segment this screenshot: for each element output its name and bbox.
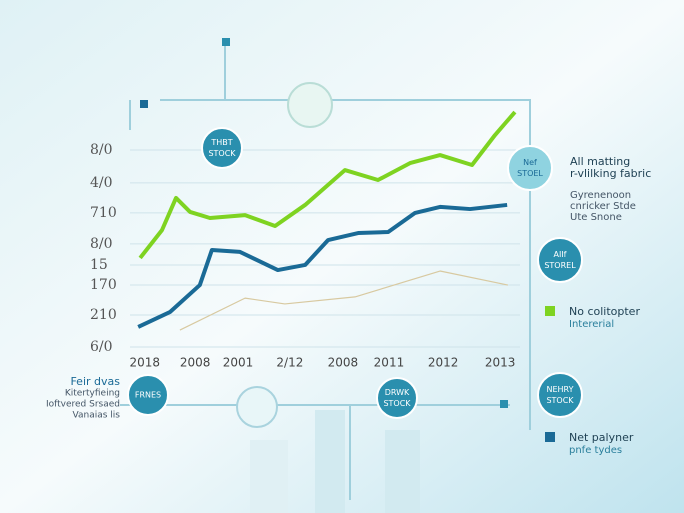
node-label: AIIf <box>553 250 566 259</box>
node <box>537 372 583 418</box>
y-tick-label: 210 <box>90 307 117 323</box>
node <box>127 374 169 416</box>
note: Feir dvas <box>70 375 120 388</box>
note: All matting <box>570 155 630 168</box>
node-label: STOCK <box>546 396 574 405</box>
series-line <box>138 110 517 260</box>
node <box>201 127 243 169</box>
y-tick-label: 4/0 <box>90 175 113 191</box>
x-tick-label: 2001 <box>223 356 254 370</box>
x-tick-label: 2012 <box>428 356 459 370</box>
note: Vanaias lis <box>73 411 121 421</box>
note: Ioftvered Srsaed <box>46 400 120 410</box>
node-label: DRWK <box>385 388 410 397</box>
note: Kitertyfieing <box>65 389 120 399</box>
legend-label: No colitopter <box>569 305 640 318</box>
legend-label: pnfe tydes <box>569 445 622 456</box>
series-line <box>137 202 508 329</box>
node <box>537 237 583 283</box>
node <box>376 377 418 419</box>
node-label: STOREL <box>544 261 576 270</box>
node-label: Nef <box>523 158 537 167</box>
legend-label: Intererial <box>569 319 614 330</box>
note: Gyrenenoon <box>570 190 631 201</box>
y-tick-label: 8/0 <box>90 236 113 252</box>
y-tick-label: 15 <box>90 257 108 273</box>
node-label: STOCK <box>383 399 411 408</box>
y-tick-label: 6/0 <box>90 339 113 355</box>
y-tick-label: 170 <box>90 277 117 293</box>
x-tick-label: 2011 <box>374 356 405 370</box>
note: cnricker Stde <box>570 201 636 212</box>
node-label: STOEL <box>517 169 543 178</box>
y-tick-label: 8/0 <box>90 142 113 158</box>
x-tick-label: 2008 <box>180 356 211 370</box>
x-tick-label: 2008 <box>328 356 359 370</box>
decor <box>120 38 531 513</box>
node-label: STOCK <box>208 149 236 158</box>
node-label: NEHRY <box>547 385 574 394</box>
legend-swatch <box>545 306 555 316</box>
node <box>507 145 553 191</box>
node-label: THBT <box>210 138 232 147</box>
x-tick-label: 2013 <box>485 356 516 370</box>
x-tick-label: 2/12 <box>276 356 303 370</box>
note: r-vlilking fabric <box>570 167 651 180</box>
note: Ute Snone <box>570 212 622 223</box>
series-line <box>179 270 509 331</box>
node-label: FRNES <box>135 391 161 400</box>
legend-label: Net palyner <box>569 431 634 444</box>
y-tick-label: 710 <box>90 205 117 221</box>
x-tick-label: 2018 <box>130 356 161 370</box>
legend-swatch <box>545 432 555 442</box>
